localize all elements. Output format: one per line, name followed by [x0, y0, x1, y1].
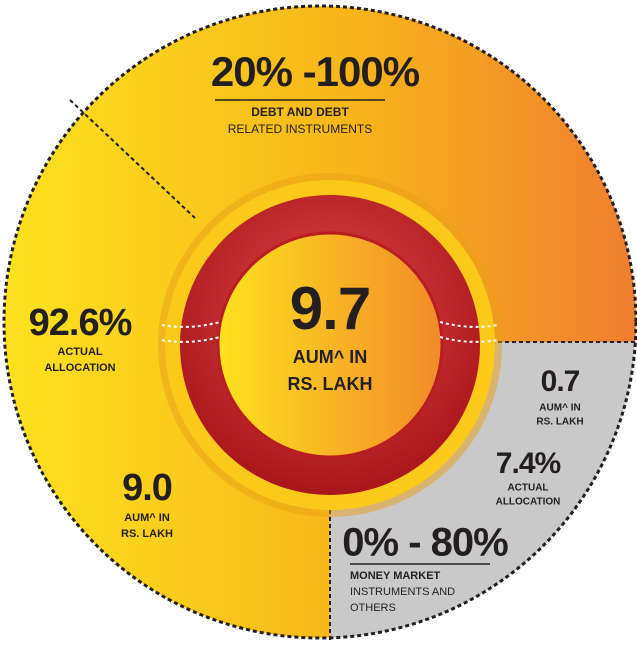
mm-range: 0% - 80% [342, 521, 508, 565]
mm-subtitle: OTHERS [350, 602, 396, 614]
debt-allocation-label: ALLOCATION [44, 362, 115, 374]
center-label: AUM^ IN [293, 347, 368, 367]
debt-subtitle: RELATED INSTRUMENTS [228, 122, 372, 136]
mm-title: MONEY MARKET [350, 570, 441, 582]
debt-aum-label: RS. LAKH [121, 528, 173, 540]
mm-allocation: 7.4% [496, 447, 561, 480]
mm-allocation-label: ACTUAL [507, 483, 548, 494]
debt-allocation-label: ACTUAL [57, 346, 102, 358]
center-disc [216, 231, 444, 459]
debt-aum: 9.0 [122, 467, 172, 509]
debt-title: DEBT AND DEBT [251, 105, 349, 119]
debt-aum-label: AUM^ IN [124, 512, 170, 524]
center-value: 9.7 [290, 275, 370, 342]
mm-allocation-label: ALLOCATION [496, 497, 561, 508]
center-label: RS. LAKH [288, 374, 373, 394]
mm-subtitle: INSTRUMENTS AND [350, 586, 455, 598]
mm-aum-label: RS. LAKH [536, 417, 583, 428]
mm-aum-label: AUM^ IN [539, 403, 580, 414]
mm-aum: 0.7 [541, 365, 580, 398]
sector-divider [69, 99, 196, 219]
debt-allocation: 92.6% [29, 302, 132, 344]
debt-range: 20% -100% [211, 48, 420, 95]
outer-border [2, 4, 637, 640]
